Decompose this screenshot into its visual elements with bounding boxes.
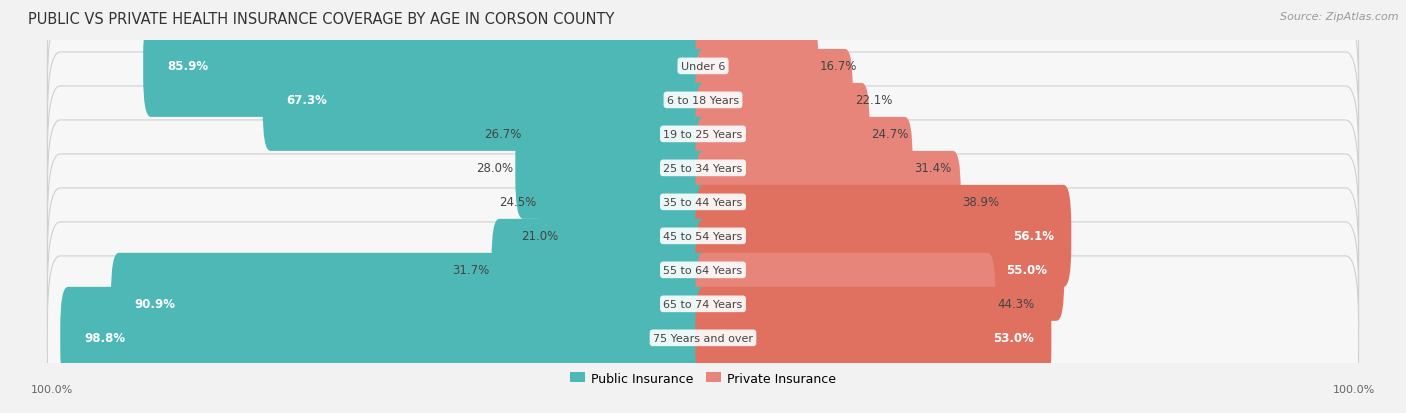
FancyBboxPatch shape [696,50,853,152]
Text: 6 to 18 Years: 6 to 18 Years [666,96,740,106]
Text: 53.0%: 53.0% [993,332,1033,344]
FancyBboxPatch shape [263,50,710,152]
Text: PUBLIC VS PRIVATE HEALTH INSURANCE COVERAGE BY AGE IN CORSON COUNTY: PUBLIC VS PRIVATE HEALTH INSURANCE COVER… [28,12,614,27]
Text: 38.9%: 38.9% [963,196,1000,209]
FancyBboxPatch shape [516,118,710,219]
FancyBboxPatch shape [696,152,960,253]
FancyBboxPatch shape [561,185,710,287]
Text: 24.7%: 24.7% [872,128,908,141]
FancyBboxPatch shape [48,87,1358,250]
FancyBboxPatch shape [48,19,1358,183]
Text: 75 Years and over: 75 Years and over [652,333,754,343]
Text: 21.0%: 21.0% [522,230,558,243]
Text: 24.5%: 24.5% [499,196,536,209]
FancyBboxPatch shape [48,222,1358,386]
FancyBboxPatch shape [696,185,1071,287]
FancyBboxPatch shape [111,253,710,355]
FancyBboxPatch shape [696,16,818,118]
Text: 44.3%: 44.3% [997,298,1035,311]
Text: Source: ZipAtlas.com: Source: ZipAtlas.com [1281,12,1399,22]
FancyBboxPatch shape [538,152,710,253]
FancyBboxPatch shape [48,188,1358,352]
FancyBboxPatch shape [696,118,912,219]
Text: 56.1%: 56.1% [1012,230,1054,243]
FancyBboxPatch shape [696,287,1052,389]
Text: 55 to 64 Years: 55 to 64 Years [664,265,742,275]
FancyBboxPatch shape [48,256,1358,413]
Text: 22.1%: 22.1% [855,94,891,107]
FancyBboxPatch shape [696,253,995,355]
Text: Under 6: Under 6 [681,62,725,72]
Text: 45 to 54 Years: 45 to 54 Years [664,231,742,241]
Text: 90.9%: 90.9% [135,298,176,311]
Text: 98.8%: 98.8% [84,332,125,344]
FancyBboxPatch shape [48,121,1358,284]
FancyBboxPatch shape [60,287,710,389]
Text: 67.3%: 67.3% [287,94,328,107]
FancyBboxPatch shape [143,16,710,118]
FancyBboxPatch shape [523,84,710,185]
FancyBboxPatch shape [48,0,1358,148]
Legend: Public Insurance, Private Insurance: Public Insurance, Private Insurance [569,372,837,385]
Text: 100.0%: 100.0% [31,385,73,394]
Text: 85.9%: 85.9% [167,60,208,73]
FancyBboxPatch shape [48,53,1358,216]
Text: 31.4%: 31.4% [914,162,952,175]
FancyBboxPatch shape [696,84,869,185]
FancyBboxPatch shape [48,154,1358,318]
Text: 35 to 44 Years: 35 to 44 Years [664,197,742,207]
Text: 25 to 34 Years: 25 to 34 Years [664,164,742,173]
Text: 28.0%: 28.0% [477,162,513,175]
Text: 55.0%: 55.0% [1005,264,1047,277]
Text: 19 to 25 Years: 19 to 25 Years [664,130,742,140]
Text: 31.7%: 31.7% [453,264,489,277]
FancyBboxPatch shape [696,219,1064,321]
Text: 16.7%: 16.7% [820,60,858,73]
Text: 65 to 74 Years: 65 to 74 Years [664,299,742,309]
Text: 26.7%: 26.7% [485,128,522,141]
Text: 100.0%: 100.0% [1333,385,1375,394]
FancyBboxPatch shape [492,219,710,321]
